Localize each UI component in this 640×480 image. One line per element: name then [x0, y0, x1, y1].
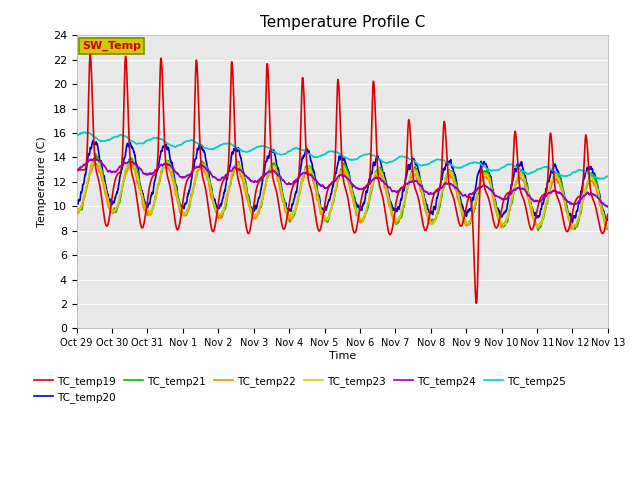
- TC_temp24: [557, 191, 565, 196]
- TC_temp19: [497, 210, 504, 216]
- TC_temp21: [221, 206, 229, 212]
- TC_temp21: [358, 217, 365, 223]
- TC_temp20: [89, 138, 97, 144]
- TC_temp21: [534, 228, 542, 233]
- TC_temp22: [568, 227, 575, 232]
- TC_temp25: [81, 130, 88, 135]
- TC_temp19: [572, 197, 580, 203]
- TC_temp25: [73, 132, 81, 138]
- TC_temp23: [93, 155, 100, 161]
- TC_temp20: [604, 216, 612, 222]
- TC_temp23: [604, 225, 612, 230]
- TC_temp21: [92, 150, 99, 156]
- TC_temp25: [369, 153, 377, 158]
- TC_temp25: [497, 166, 504, 171]
- TC_temp24: [91, 155, 99, 160]
- TC_temp21: [497, 220, 504, 226]
- TC_temp19: [358, 195, 365, 201]
- TC_temp22: [604, 225, 612, 231]
- TC_temp20: [497, 211, 504, 216]
- TC_temp23: [73, 206, 81, 212]
- TC_temp22: [572, 222, 580, 228]
- TC_temp20: [369, 161, 377, 167]
- TC_temp24: [221, 173, 229, 179]
- TC_temp19: [73, 167, 81, 172]
- TC_temp22: [73, 210, 81, 216]
- TC_temp20: [568, 220, 576, 226]
- TC_temp21: [73, 207, 81, 213]
- Legend: TC_temp19, TC_temp20, TC_temp21, TC_temp22, TC_temp23, TC_temp24, TC_temp25: TC_temp19, TC_temp20, TC_temp21, TC_temp…: [29, 372, 570, 407]
- Line: TC_temp23: TC_temp23: [77, 158, 608, 228]
- Y-axis label: Temperature (C): Temperature (C): [37, 136, 47, 227]
- Line: TC_temp20: TC_temp20: [77, 141, 608, 223]
- TC_temp21: [604, 226, 612, 232]
- TC_temp20: [358, 206, 365, 212]
- TC_temp23: [358, 216, 365, 222]
- TC_temp22: [369, 180, 377, 186]
- TC_temp20: [73, 198, 81, 204]
- TC_temp25: [572, 169, 580, 175]
- TC_temp22: [92, 160, 99, 166]
- TC_temp25: [557, 173, 565, 179]
- TC_temp19: [369, 80, 377, 86]
- Title: Temperature Profile C: Temperature Profile C: [260, 15, 425, 30]
- TC_temp20: [572, 211, 580, 216]
- TC_temp19: [86, 51, 94, 57]
- TC_temp21: [557, 178, 565, 184]
- TC_temp20: [221, 188, 229, 194]
- TC_temp24: [358, 186, 365, 192]
- TC_temp19: [221, 176, 229, 181]
- Text: SW_Temp: SW_Temp: [82, 40, 141, 51]
- TC_temp22: [497, 221, 504, 227]
- Line: TC_temp21: TC_temp21: [77, 153, 608, 230]
- TC_temp23: [572, 223, 580, 228]
- TC_temp19: [472, 300, 480, 306]
- Line: TC_temp22: TC_temp22: [77, 163, 608, 229]
- TC_temp23: [369, 180, 377, 186]
- TC_temp24: [604, 204, 611, 210]
- TC_temp19: [557, 207, 565, 213]
- TC_temp22: [358, 218, 365, 224]
- TC_temp19: [604, 212, 612, 217]
- TC_temp20: [557, 178, 565, 183]
- Line: TC_temp24: TC_temp24: [77, 157, 608, 207]
- TC_temp24: [497, 195, 504, 201]
- TC_temp23: [497, 217, 504, 223]
- TC_temp24: [73, 167, 81, 173]
- TC_temp24: [604, 204, 612, 210]
- TC_temp24: [572, 201, 580, 207]
- Line: TC_temp19: TC_temp19: [77, 54, 608, 303]
- TC_temp21: [572, 223, 580, 228]
- TC_temp25: [596, 176, 604, 181]
- TC_temp23: [221, 202, 229, 208]
- TC_temp25: [358, 153, 365, 159]
- TC_temp23: [557, 183, 565, 189]
- Line: TC_temp25: TC_temp25: [77, 132, 608, 179]
- TC_temp24: [369, 176, 377, 182]
- TC_temp22: [557, 187, 565, 192]
- TC_temp21: [369, 181, 377, 187]
- TC_temp25: [221, 141, 229, 146]
- TC_temp25: [604, 173, 612, 179]
- X-axis label: Time: Time: [328, 351, 356, 361]
- TC_temp22: [221, 201, 229, 207]
